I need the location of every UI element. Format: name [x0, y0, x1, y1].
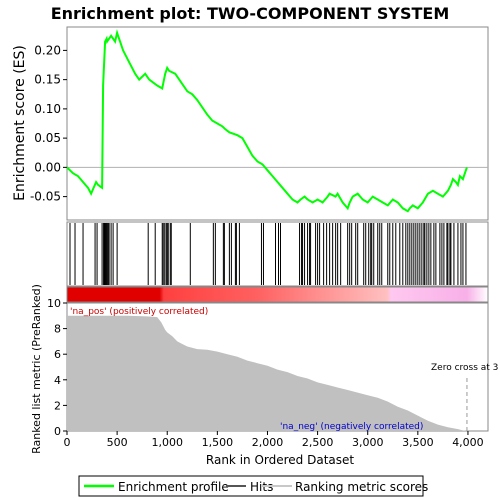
ranking-x-tick-label: 1,500 [202, 436, 234, 449]
es-y-ticks: -0.05 0.00 0.05 0.10 0.15 0.20 [30, 43, 67, 204]
ranking-y-tick-label: 2 [54, 399, 61, 412]
positive-correlation-label: 'na_pos' (positively correlated) [70, 307, 208, 317]
ranking-x-axis-label: Rank in Ordered Dataset [206, 453, 354, 467]
ranking-y-tick-label: 6 [54, 348, 61, 361]
negative-correlation-label: 'na_neg' (negatively correlated) [280, 422, 423, 432]
ranking-y-ticks: 0 2 4 6 8 10 [47, 297, 67, 438]
ranking-color-bar-fill [66, 286, 489, 303]
es-y-tick-label: 0.15 [34, 73, 61, 87]
es-y-tick-label: 0.05 [34, 131, 61, 145]
ranking-x-tick-label: 2,500 [302, 436, 334, 449]
es-y-tick-label: 0.20 [34, 43, 61, 57]
ranking-y-tick-label: 8 [54, 323, 61, 336]
es-y-tick-label: 0.00 [34, 160, 61, 174]
ranking-metric-area [67, 315, 468, 431]
ranking-y-axis-label: Ranked list metric (PreRanked) [30, 284, 43, 454]
ranking-x-tick-label: 3,500 [402, 436, 434, 449]
ranking-y-tick-label: 10 [47, 297, 61, 310]
legend-box [78, 475, 424, 497]
ranking-metric-panel: 0 2 4 6 8 10 0 500 1,000 1,500 2,000 2,500 3,000 3,5… [30, 284, 498, 467]
zero-cross-label: Zero cross at 3 [431, 363, 498, 373]
es-y-tick-label: 0.10 [34, 102, 61, 116]
chart-title: Enrichment plot: TWO-COMPONENT SYSTEM [51, 4, 450, 23]
enrichment-profile-line [66, 29, 468, 213]
ranking-y-tick-label: 0 [54, 425, 61, 438]
ranking-x-ticks: 0 500 1,000 1,500 2,000 2,500 3,000 3,500 4,000 [64, 431, 484, 449]
es-y-axis-label: Enrichment score (ES) [12, 45, 28, 201]
ranking-x-tick-label: 2,000 [252, 436, 284, 449]
ranking-color-bar [66, 286, 489, 303]
ranking-y-tick-label: 4 [54, 374, 61, 387]
ranking-x-tick-label: 0 [64, 436, 71, 449]
hit-lines [69, 223, 467, 285]
ranking-x-tick-label: 500 [107, 436, 128, 449]
legend: Enrichment profile Hits Ranking metric s… [78, 475, 428, 497]
legend-label-ranking: Ranking metric scores [295, 480, 428, 494]
es-plot-frame [66, 26, 489, 221]
legend-label-hits: Hits [250, 480, 273, 494]
ranking-x-tick-label: 3,000 [352, 436, 384, 449]
es-panel: -0.05 0.00 0.05 0.10 0.15 0.20 Enrichment sco… [12, 26, 489, 221]
hits-panel [66, 221, 489, 287]
ranking-x-tick-label: 1,000 [151, 436, 183, 449]
ranking-x-tick-label: 4,000 [452, 436, 484, 449]
es-y-tick-label: -0.05 [30, 190, 61, 204]
legend-label-enrichment: Enrichment profile [118, 480, 229, 494]
